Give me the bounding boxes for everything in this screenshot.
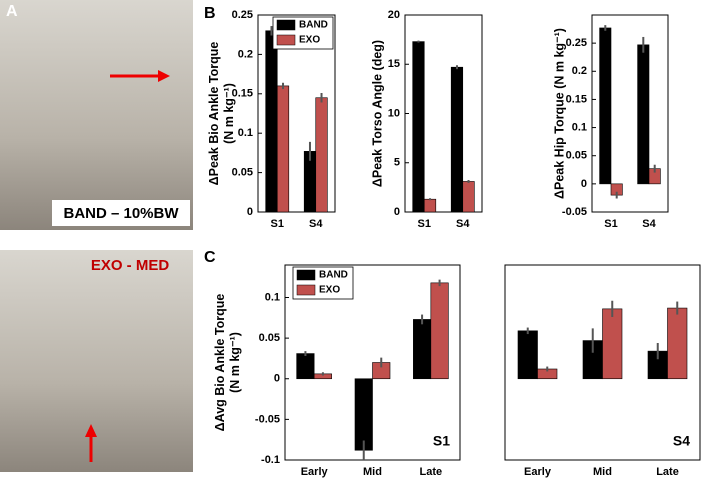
photo-caption: EXO - MED bbox=[91, 257, 170, 274]
photo bbox=[0, 0, 193, 230]
arrow-head bbox=[85, 424, 97, 437]
legend-swatch bbox=[296, 269, 316, 281]
plot-frame bbox=[284, 264, 461, 461]
legend-label: EXO bbox=[299, 35, 320, 46]
caption-box bbox=[52, 200, 190, 226]
bar bbox=[315, 97, 328, 213]
panel-label: C bbox=[204, 249, 216, 266]
y-tick-label: 0 bbox=[274, 373, 280, 385]
y-tick-label: 0.05 bbox=[566, 150, 587, 162]
y-tick-label: 10 bbox=[388, 107, 400, 119]
panel-label: A bbox=[6, 3, 18, 20]
y-axis-label: ΔPeak Bio Ankle Torque bbox=[207, 42, 221, 186]
plot-frame bbox=[591, 14, 669, 213]
y-tick-label: 0.15 bbox=[232, 88, 253, 100]
x-tick-label: S1 bbox=[418, 218, 431, 230]
bar bbox=[354, 378, 373, 451]
bar bbox=[599, 27, 612, 185]
bar bbox=[517, 330, 538, 380]
x-tick-label: S1 bbox=[271, 218, 284, 230]
x-tick-label: Early bbox=[301, 466, 329, 478]
bar bbox=[450, 66, 464, 213]
annotation: S1 bbox=[433, 433, 450, 449]
x-tick-label: S1 bbox=[604, 218, 617, 230]
bar bbox=[637, 44, 650, 185]
x-tick-label: S4 bbox=[309, 218, 323, 230]
y-tick-label: 0.1 bbox=[265, 291, 280, 303]
arrow-head bbox=[158, 70, 170, 82]
y-tick-label: 0.05 bbox=[232, 167, 253, 179]
y-axis-label: ΔPeak Torso Angle (deg) bbox=[370, 40, 384, 187]
bar bbox=[276, 85, 290, 213]
x-tick-label: Late bbox=[420, 466, 443, 478]
y-tick-label: -0.1 bbox=[261, 454, 280, 466]
y-tick-label: -0.05 bbox=[255, 413, 280, 425]
photo bbox=[0, 250, 193, 472]
y-tick-label: 5 bbox=[394, 157, 400, 169]
x-tick-label: S4 bbox=[456, 218, 470, 230]
annotation: S4 bbox=[673, 433, 690, 449]
y-axis-label: (N m kg⁻¹) bbox=[222, 83, 236, 144]
x-tick-label: Mid bbox=[363, 466, 382, 478]
y-tick-label: -0.05 bbox=[562, 206, 587, 218]
x-tick-label: Early bbox=[524, 466, 552, 478]
y-tick-label: 0 bbox=[247, 206, 253, 218]
bar bbox=[423, 198, 437, 213]
y-tick-label: 0.25 bbox=[232, 9, 253, 21]
legend-label: BAND bbox=[299, 20, 328, 31]
y-axis-label: ΔPeak Hip Torque (N m kg⁻¹) bbox=[552, 28, 566, 199]
y-tick-label: 0.1 bbox=[572, 121, 587, 133]
y-tick-label: 15 bbox=[388, 58, 400, 70]
legend-swatch bbox=[276, 19, 296, 31]
y-tick-label: 0.05 bbox=[259, 332, 280, 344]
bar bbox=[602, 308, 623, 380]
legend-swatch bbox=[296, 284, 316, 296]
y-tick-label: 0.25 bbox=[566, 37, 587, 49]
plot-frame bbox=[257, 14, 336, 213]
y-tick-label: 0.15 bbox=[566, 93, 587, 105]
bar bbox=[462, 181, 475, 213]
y-axis-label: (N m kg⁻¹) bbox=[228, 332, 242, 393]
panel-label: B bbox=[204, 5, 216, 22]
x-tick-label: S4 bbox=[642, 218, 656, 230]
bar bbox=[296, 353, 315, 380]
photo-caption: BAND – 10%BW bbox=[63, 205, 179, 222]
bar bbox=[412, 41, 425, 213]
y-axis-label: ΔAvg Bio Ankle Torque bbox=[213, 294, 227, 432]
y-tick-label: 0 bbox=[394, 206, 400, 218]
y-tick-label: 0.2 bbox=[572, 65, 587, 77]
y-tick-label: 0 bbox=[581, 178, 587, 190]
y-tick-label: 0.2 bbox=[238, 48, 253, 60]
legend-swatch bbox=[276, 34, 296, 46]
legend-label: EXO bbox=[319, 285, 340, 296]
x-tick-label: Late bbox=[656, 466, 679, 478]
y-tick-label: 20 bbox=[388, 9, 400, 21]
bar bbox=[667, 307, 688, 380]
plot-frame bbox=[504, 264, 701, 461]
y-tick-label: 0.1 bbox=[238, 127, 253, 139]
bar bbox=[265, 30, 278, 213]
legend-label: BAND bbox=[319, 270, 348, 281]
x-tick-label: Mid bbox=[593, 466, 612, 478]
bar bbox=[413, 319, 432, 380]
bar bbox=[430, 282, 449, 380]
